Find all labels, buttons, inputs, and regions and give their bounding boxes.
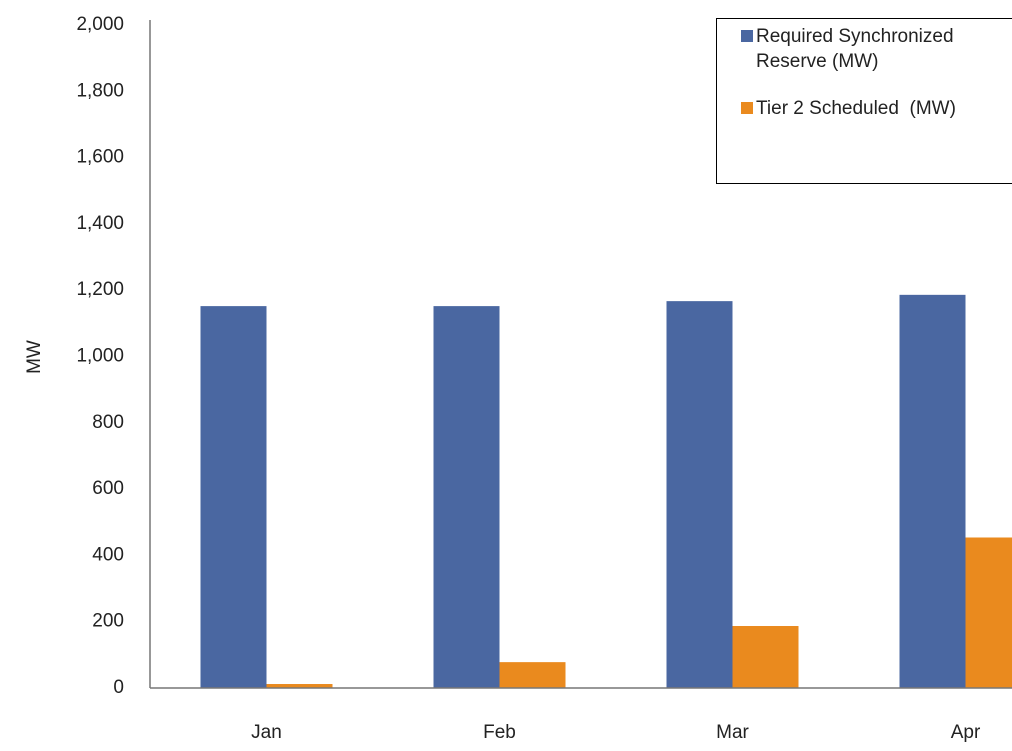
y-tick-label: 800: [92, 412, 124, 433]
x-tick-label: Mar: [716, 722, 749, 743]
y-tick-label: 1,400: [76, 213, 124, 234]
bar: [965, 537, 1012, 688]
x-tick-label: Feb: [483, 722, 516, 743]
y-tick-label: 2,000: [76, 14, 124, 35]
legend-swatch: [741, 102, 753, 114]
y-tick-label: 600: [92, 478, 124, 499]
bar: [266, 684, 333, 688]
y-tick-label: 200: [92, 611, 124, 632]
legend-label: Tier 2 Scheduled (MW): [756, 98, 956, 119]
bar: [200, 306, 267, 688]
y-tick-label: 1,000: [76, 346, 124, 367]
y-tick-label: 400: [92, 544, 124, 565]
y-tick-label: 1,600: [76, 147, 124, 168]
legend: Required Synchronized Reserve (MW) Tier 2…: [716, 18, 1012, 184]
x-tick-label: Apr: [951, 722, 981, 743]
bars: [200, 294, 1012, 688]
y-tick-label: 0: [113, 677, 124, 698]
bar: [433, 306, 500, 688]
y-tick-label: 1,200: [76, 279, 124, 300]
legend-swatch: [741, 30, 753, 42]
y-tick-label: 1,800: [76, 80, 124, 101]
bar: [666, 301, 733, 688]
x-tick-label: Jan: [251, 722, 282, 743]
bar: [899, 294, 966, 688]
bar: [732, 626, 799, 688]
legend-label: Required Synchronized Reserve (MW): [756, 26, 959, 72]
y-axis-label: MW: [24, 340, 45, 374]
bar: [499, 662, 566, 688]
